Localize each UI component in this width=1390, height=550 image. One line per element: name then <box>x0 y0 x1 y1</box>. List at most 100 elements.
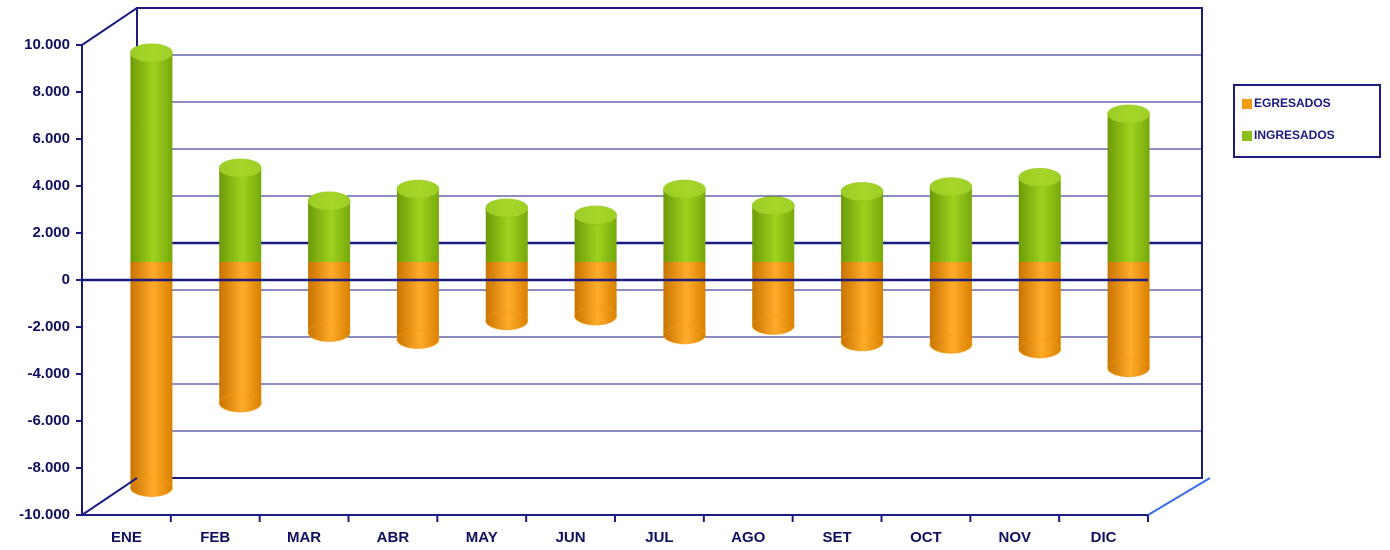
bar <box>841 262 884 342</box>
cylinder <box>840 182 884 262</box>
bar <box>485 262 528 321</box>
cylinder <box>307 191 351 262</box>
bar <box>929 262 972 345</box>
bar <box>1107 262 1150 368</box>
cylinder-end <box>218 393 262 413</box>
cylinder <box>485 198 529 262</box>
x-tick-label: MAR <box>287 529 321 546</box>
bar <box>308 200 351 262</box>
cylinder <box>574 205 618 262</box>
cylinder <box>840 262 884 352</box>
bar <box>219 168 262 262</box>
y-tick-label: -10.000 <box>19 506 70 523</box>
y-tick-label: -2.000 <box>27 318 70 335</box>
cylinder <box>929 262 973 354</box>
cylinder <box>929 177 973 262</box>
y-tick-label: 0 <box>62 271 70 288</box>
y-tick-label: 6.000 <box>32 130 70 147</box>
x-tick-label: ABR <box>377 529 410 546</box>
x-tick-label: MAY <box>466 529 498 546</box>
bar <box>219 262 262 403</box>
cylinder <box>1107 104 1151 262</box>
bar <box>396 262 439 340</box>
x-tick-label: ENE <box>111 529 142 546</box>
x-tick-label: SET <box>822 529 851 546</box>
cylinder-top <box>841 182 884 201</box>
y-tick-label: -6.000 <box>27 412 70 429</box>
x-tick-label: DIC <box>1091 529 1117 546</box>
cylinder-end <box>662 325 706 345</box>
cylinder <box>574 262 618 326</box>
cylinder-top <box>574 206 617 224</box>
cylinder-end <box>1018 339 1062 359</box>
bars <box>129 43 1151 498</box>
cylinder-end <box>1107 358 1151 378</box>
y-tick-label: -8.000 <box>27 459 70 476</box>
x-tick-label: AGO <box>731 529 766 546</box>
cylinder-top <box>396 180 439 199</box>
y-tick-label: -4.000 <box>27 365 70 382</box>
bar <box>130 262 173 488</box>
cylinder <box>751 196 795 262</box>
cylinder <box>129 262 173 498</box>
cylinder-end <box>396 330 440 350</box>
legend-swatch <box>1242 99 1252 109</box>
cylinder-top <box>219 159 262 177</box>
legend-label: EGRESADOS <box>1254 96 1331 110</box>
cylinder <box>751 262 795 335</box>
cylinder-end <box>929 334 973 354</box>
y-tick-label: 10.000 <box>24 36 70 53</box>
bar <box>929 186 972 262</box>
cylinder <box>396 179 440 262</box>
cylinder-top <box>752 196 795 215</box>
cylinder <box>485 262 529 331</box>
legend-entries: EGRESADOS INGRESADOS <box>1242 96 1335 142</box>
bar <box>1107 113 1150 262</box>
cylinder-top <box>1018 168 1061 187</box>
cylinder-end <box>129 478 173 498</box>
bar <box>308 262 351 333</box>
bar <box>130 52 173 262</box>
x-tick-label: OCT <box>910 529 942 546</box>
legend <box>1233 84 1381 158</box>
cylinder-top <box>130 43 173 62</box>
cylinder-top <box>308 191 351 210</box>
cylinder-top <box>485 198 528 217</box>
cylinder <box>1018 262 1062 359</box>
legend-swatch <box>1242 131 1252 141</box>
y-tick-label: 4.000 <box>32 177 70 194</box>
side-edge <box>81 7 138 46</box>
bar <box>663 189 706 262</box>
cylinder-end <box>840 332 884 352</box>
cylinder <box>218 262 262 413</box>
cylinder <box>307 262 351 342</box>
bar <box>663 262 706 335</box>
side-edge <box>81 477 138 516</box>
y-tick-label: 2.000 <box>32 224 70 241</box>
cylinder <box>129 43 173 262</box>
cylinder <box>218 158 262 262</box>
cylinder <box>396 262 440 350</box>
cylinder-top <box>663 180 706 199</box>
x-tick-label: NOV <box>998 529 1031 546</box>
bar <box>752 262 795 326</box>
x-tick-label: JUL <box>645 529 673 546</box>
x-tick-label: FEB <box>200 529 230 546</box>
bar <box>1018 177 1061 262</box>
bar <box>396 189 439 262</box>
cylinder-top <box>929 177 972 196</box>
cylinder-end <box>485 311 529 331</box>
cylinder-end <box>751 315 795 335</box>
cylinder-end <box>574 306 618 326</box>
cylinder <box>662 262 706 345</box>
floor-edge <box>1147 477 1211 516</box>
y-tick-label: 8.000 <box>32 83 70 100</box>
x-tick-label: JUN <box>556 529 586 546</box>
cylinder-top <box>1107 104 1150 123</box>
cylinder-end <box>307 323 351 342</box>
cylinder <box>662 179 706 262</box>
bar <box>841 191 884 262</box>
bar <box>1018 262 1061 349</box>
legend-label: INGRESADOS <box>1254 128 1335 142</box>
